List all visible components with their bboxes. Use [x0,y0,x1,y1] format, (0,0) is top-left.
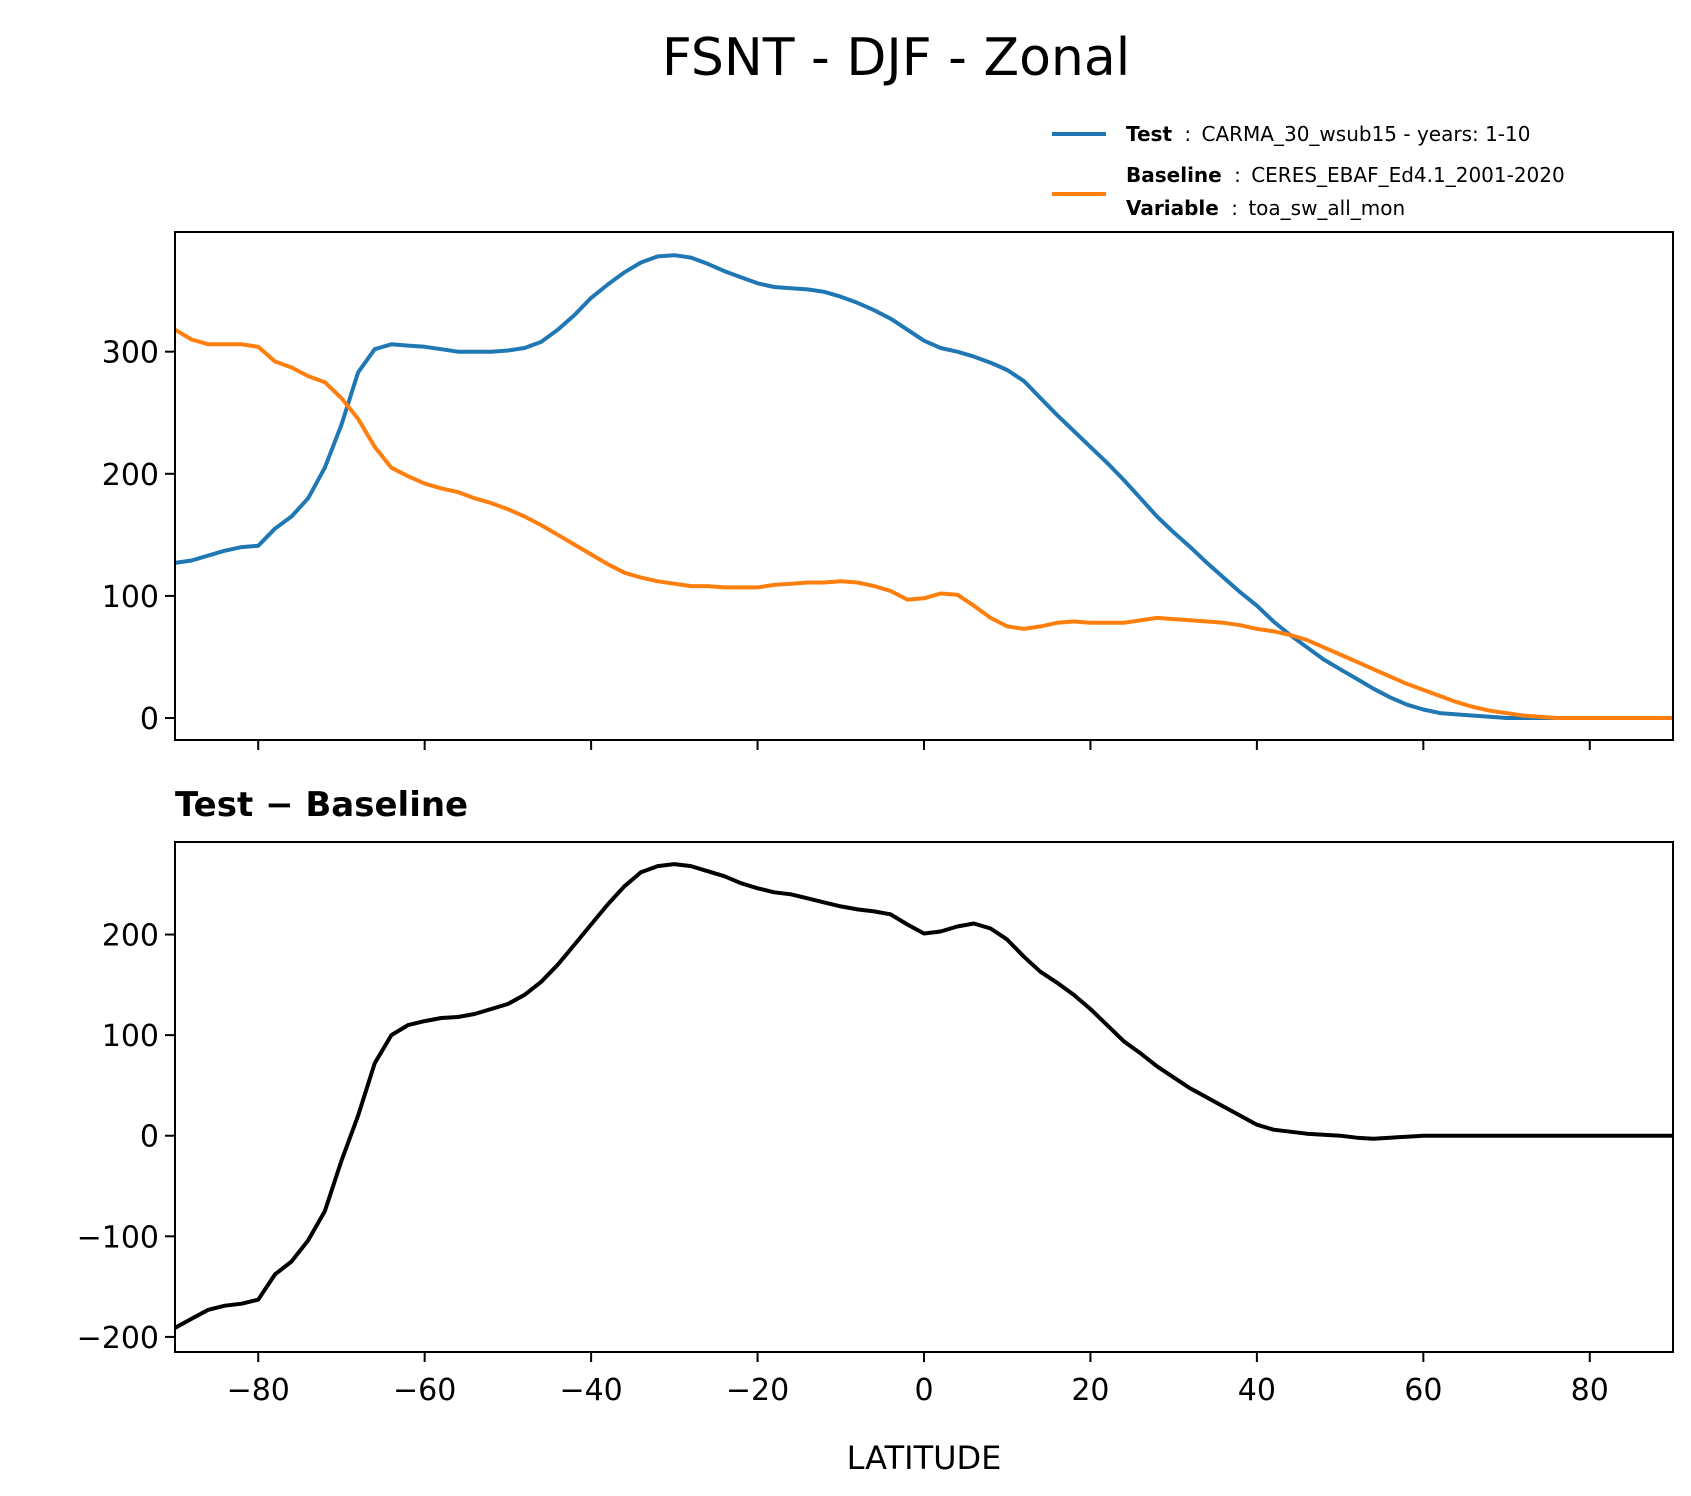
top-panel: 0 100 200 300 [102,231,1674,750]
y-tick-label: 200 [102,458,159,493]
bottom-panel-frame [174,841,1674,1353]
y-tick-label: 100 [102,580,159,615]
x-tick-label: −20 [726,1373,789,1408]
bottom-panel-title: Test − Baseline [175,785,468,825]
x-tick-label: 80 [1571,1373,1609,1408]
legend-baseline-sep: : [1234,163,1241,187]
baseline-series-line [173,327,1673,720]
legend-variable-sep: : [1231,196,1238,220]
legend: Test : CARMA_30_wsub15 - years: 1-10 Bas… [1052,122,1565,220]
svg-text:Variable : toa_sw_: Variable : toa_sw_all_mon [1126,196,1405,220]
x-tick-label: 0 [914,1373,933,1408]
legend-baseline-value: CERES_EBAF_Ed4.1_2001-2020 [1251,163,1565,187]
x-tick-label: −60 [393,1373,456,1408]
test-series-line [174,253,1673,720]
difference-series-line [174,862,1673,1330]
legend-test-value: CARMA_30_wsub15 - years: 1-10 [1201,122,1530,146]
svg-text:Test : CARMA_30_ws: Test : CARMA_30_wsub15 - years: 1-10 [1126,122,1530,146]
top-panel-frame [174,231,1674,741]
y-tick-label: 0 [140,1120,159,1155]
y-tick-label: 200 [102,919,159,954]
x-tick-label: −80 [227,1373,290,1408]
y-tick-label: 300 [102,336,159,371]
legend-test-sep: : [1184,122,1191,146]
top-panel-y-axis: 0 100 200 300 [102,336,175,737]
y-tick-label: 0 [140,702,159,737]
top-panel-lines [173,253,1673,720]
x-tick-label: 20 [1071,1373,1109,1408]
bottom-panel-lines [174,862,1673,1330]
bottom-panel-x-axis: −80 −60 −40 −20 0 20 40 60 80 [227,1352,1609,1408]
top-panel-x-axis [257,740,1591,750]
x-tick-label: 40 [1238,1373,1276,1408]
legend-baseline-label: Baseline [1126,163,1222,187]
svg-text:Baseline : CERES_E: Baseline : CERES_EBAF_Ed4.1_2001-2020 [1126,163,1565,187]
y-tick-label: −200 [77,1321,159,1356]
y-tick-label: −100 [77,1220,159,1255]
x-tick-label: 60 [1404,1373,1442,1408]
legend-test-label: Test [1126,122,1172,146]
figure-title: FSNT - DJF - Zonal [662,28,1130,88]
x-tick-label: −40 [559,1373,622,1408]
bottom-panel-y-axis: −200 −100 0 100 200 [77,919,175,1356]
legend-variable-label: Variable [1126,196,1219,220]
legend-variable-value: toa_sw_all_mon [1248,196,1405,220]
y-tick-label: 100 [102,1019,159,1054]
x-axis-label: LATITUDE [847,1439,1002,1477]
